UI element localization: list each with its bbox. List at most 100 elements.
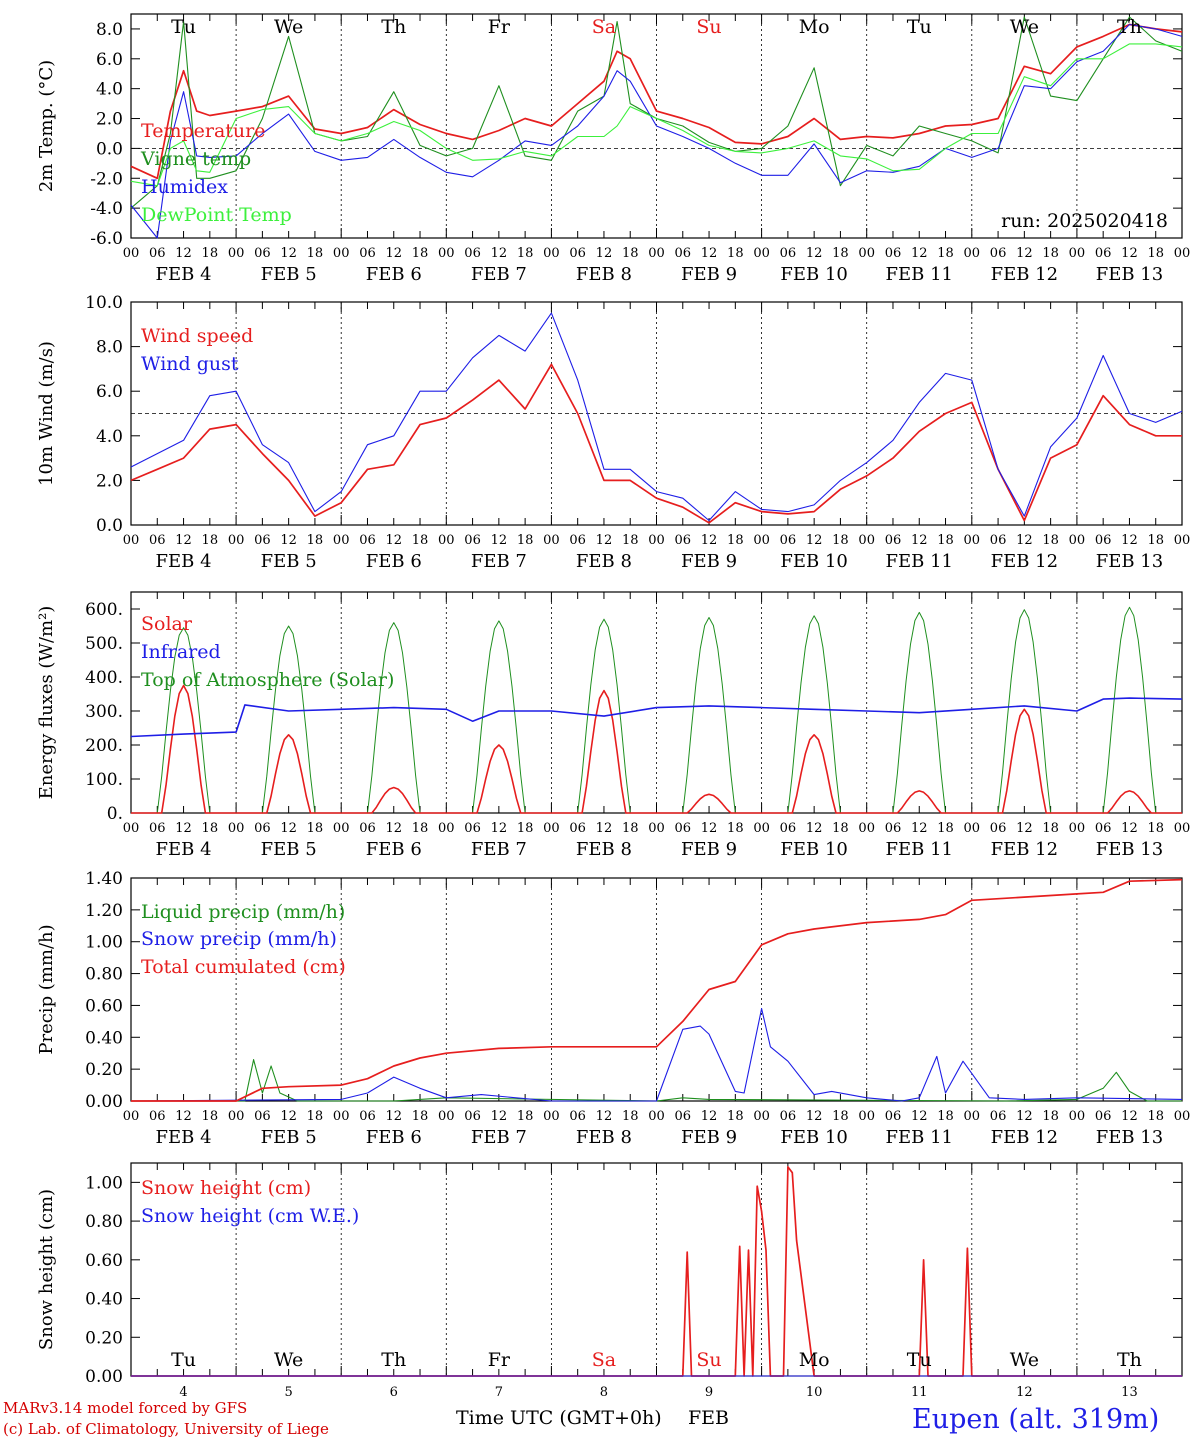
hour-tick-label: 18 xyxy=(412,533,429,548)
toa-solar-line xyxy=(131,627,237,814)
y-tick-label: 0.0 xyxy=(96,139,123,159)
hour-tick-label: 06 xyxy=(1095,1109,1112,1124)
hour-tick-label: 18 xyxy=(1042,246,1059,261)
solar-line xyxy=(1076,790,1182,814)
weekday-label: Tu xyxy=(171,1349,196,1371)
hour-tick-label: 06 xyxy=(675,1109,692,1124)
hour-tick-label: 12 xyxy=(596,1109,613,1124)
hour-tick-label: 06 xyxy=(780,821,797,836)
hour-tick-label: 12 xyxy=(385,821,402,836)
date-label: FEB 7 xyxy=(471,839,527,860)
y-tick-label: 500. xyxy=(85,634,123,654)
hour-tick-label: 12 xyxy=(491,821,508,836)
weekday-label: Sa xyxy=(592,16,616,38)
hour-tick-label: 18 xyxy=(517,1109,534,1124)
legend-entry: Total cumulated (cm) xyxy=(141,956,346,978)
hour-tick-label: 00 xyxy=(333,533,350,548)
date-label: FEB 13 xyxy=(1096,264,1163,285)
hour-tick-label: 00 xyxy=(543,533,560,548)
hour-tick-label: 00 xyxy=(964,533,981,548)
panel-4: 0.00 0.20 0.40 0.60 0.80 1.00 1.20 1.40 Precip (… xyxy=(36,869,1190,1148)
hour-tick-label: 18 xyxy=(1147,246,1164,261)
legend-entry: Liquid precip (mm/h) xyxy=(141,901,345,923)
y-axis-label: Precip (mm/h) xyxy=(36,924,57,1054)
hour-tick-label: 18 xyxy=(727,533,744,548)
panel-3: 0. 100. 200. 300. 400. 500. 600. Energy fluxes … xyxy=(36,591,1191,860)
hour-tick-label: 00 xyxy=(1069,821,1086,836)
hour-tick-label: 06 xyxy=(464,533,481,548)
weekday-label: We xyxy=(1010,1349,1039,1371)
y-tick-label: 200. xyxy=(85,736,123,756)
weekday-label: Su xyxy=(696,16,721,38)
date-label: FEB 13 xyxy=(1096,839,1163,860)
legend-entry: Snow precip (mm/h) xyxy=(141,928,337,950)
hour-tick-label: 18 xyxy=(307,1109,324,1124)
day-number-label: 13 xyxy=(1121,1385,1138,1400)
weekday-label: Fr xyxy=(488,1349,511,1371)
date-label: FEB 8 xyxy=(576,264,632,285)
panel-2: 0.0 2.0 4.0 6.0 8.0 10.0 10m Wind (m/s) Wind sp… xyxy=(36,293,1190,572)
hour-tick-label: 12 xyxy=(385,246,402,261)
hour-tick-label: 18 xyxy=(1147,821,1164,836)
y-tick-label: 1.00 xyxy=(85,933,123,953)
hour-tick-label: 00 xyxy=(543,246,560,261)
weekday-label: Th xyxy=(1117,16,1142,38)
hour-tick-label: 00 xyxy=(123,246,140,261)
hour-tick-label: 00 xyxy=(228,1109,245,1124)
hour-tick-label: 12 xyxy=(491,533,508,548)
hour-tick-label: 18 xyxy=(727,821,744,836)
y-tick-label: 8.0 xyxy=(96,20,123,40)
hour-tick-label: 06 xyxy=(149,246,166,261)
hour-tick-label: 18 xyxy=(937,821,954,836)
hour-tick-label: 12 xyxy=(175,533,192,548)
hour-tick-label: 06 xyxy=(569,1109,586,1124)
y-tick-label: 0.20 xyxy=(85,1328,123,1348)
y-tick-label: 0.40 xyxy=(85,1028,123,1048)
hour-tick-label: 06 xyxy=(780,246,797,261)
hour-tick-label: 18 xyxy=(307,246,324,261)
hour-tick-label: 12 xyxy=(175,246,192,261)
hour-tick-label: 06 xyxy=(990,1109,1007,1124)
date-label: FEB 11 xyxy=(886,1127,953,1148)
date-label: FEB 4 xyxy=(156,551,212,572)
hour-tick-label: 18 xyxy=(622,1109,639,1124)
weekday-label: Sa xyxy=(592,1349,616,1371)
hour-tick-label: 12 xyxy=(596,821,613,836)
hour-tick-label: 00 xyxy=(1069,246,1086,261)
hour-tick-label: 00 xyxy=(964,246,981,261)
weekday-label: Fr xyxy=(488,16,511,38)
series-line xyxy=(130,363,1182,524)
hour-tick-label: 12 xyxy=(491,1109,508,1124)
hour-tick-label: 06 xyxy=(675,246,692,261)
date-label: FEB 9 xyxy=(681,1127,737,1148)
date-label: FEB 8 xyxy=(576,839,632,860)
hour-tick-label: 12 xyxy=(1016,533,1033,548)
hour-tick-label: 12 xyxy=(280,246,297,261)
date-label: FEB 4 xyxy=(156,1127,212,1148)
month-label: FEB xyxy=(688,1407,729,1429)
hour-tick-label: 12 xyxy=(806,821,823,836)
hour-tick-label: 00 xyxy=(753,1109,770,1124)
hour-tick-label: 12 xyxy=(911,533,928,548)
hour-tick-label: 00 xyxy=(1174,821,1191,836)
y-tick-label: 2.0 xyxy=(96,471,123,491)
date-label: FEB 4 xyxy=(156,264,212,285)
hour-tick-label: 06 xyxy=(359,246,376,261)
hour-tick-label: 18 xyxy=(1042,1109,1059,1124)
date-label: FEB 5 xyxy=(261,1127,317,1148)
date-label: FEB 5 xyxy=(261,839,317,860)
y-tick-label: 600. xyxy=(85,600,123,620)
hour-tick-label: 06 xyxy=(464,821,481,836)
hour-tick-label: 06 xyxy=(780,1109,797,1124)
toa-solar-line xyxy=(761,615,867,814)
hour-tick-label: 06 xyxy=(464,246,481,261)
hour-tick-label: 12 xyxy=(1016,246,1033,261)
solar-line xyxy=(551,689,657,814)
hour-tick-label: 12 xyxy=(175,821,192,836)
hour-tick-label: 18 xyxy=(832,246,849,261)
day-number-label: 10 xyxy=(806,1385,823,1400)
hour-tick-label: 12 xyxy=(701,1109,718,1124)
y-axis-label: Energy fluxes (W/m²) xyxy=(36,606,57,800)
hour-tick-label: 00 xyxy=(648,533,665,548)
